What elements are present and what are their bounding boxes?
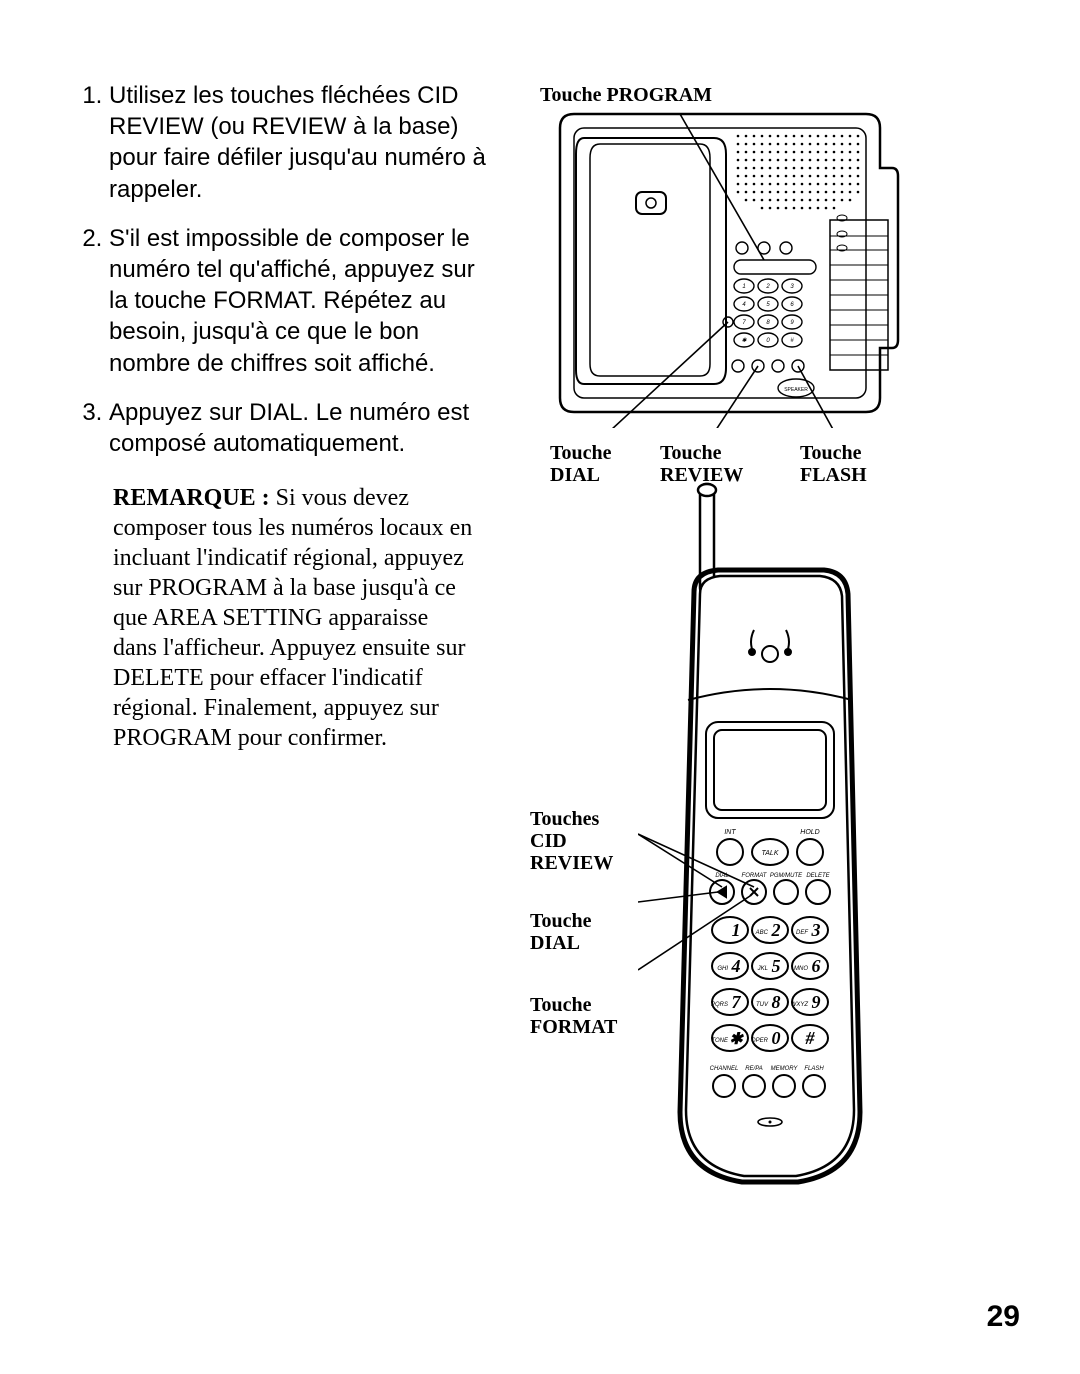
caption-hs-format-b: FORMAT xyxy=(530,1016,617,1038)
caption-hs-dial-b: DIAL xyxy=(530,932,580,954)
handset-illustration: INT TALK HOLD DIAL FORMAT PGM/MUTE DELET… xyxy=(638,482,898,1202)
svg-text:FLASH: FLASH xyxy=(804,1066,824,1072)
step-1: Utilisez les touches fléchées CID REVIEW… xyxy=(109,80,495,205)
svg-text:1: 1 xyxy=(742,284,745,290)
caption-cid-a: Touches xyxy=(530,808,599,830)
svg-text:TALK: TALK xyxy=(762,850,779,857)
svg-text:ABC: ABC xyxy=(755,930,769,936)
svg-text:DELETE: DELETE xyxy=(806,873,830,879)
svg-text:2: 2 xyxy=(771,920,781,940)
remark-lead: REMARQUE : xyxy=(113,485,270,511)
caption-base-review-a: Touche xyxy=(660,442,722,464)
svg-text:5: 5 xyxy=(772,956,781,976)
svg-text:PGM/MUTE: PGM/MUTE xyxy=(770,873,803,879)
text-column: Utilisez les touches fléchées CID REVIEW… xyxy=(85,80,495,753)
caption-base-dial-a: Touche xyxy=(550,442,612,464)
svg-text:PQRS: PQRS xyxy=(711,1002,728,1008)
svg-text:CHANNEL: CHANNEL xyxy=(710,1066,739,1072)
caption-hs-format-a: Touche xyxy=(530,994,592,1016)
page-number: 29 xyxy=(987,1300,1020,1334)
svg-text:7: 7 xyxy=(732,992,742,1012)
svg-text:4: 4 xyxy=(731,956,741,976)
step-2: S'il est impossible de composer le numér… xyxy=(109,223,495,379)
caption-program: Touche PROGRAM xyxy=(540,84,712,106)
page: Utilisez les touches fléchées CID REVIEW… xyxy=(0,0,1080,1374)
svg-text:DEF: DEF xyxy=(796,930,808,936)
remark-block: REMARQUE : Si vous devez composer tous l… xyxy=(113,483,475,753)
caption-cid-b: CID xyxy=(530,830,567,852)
svg-text:GHI: GHI xyxy=(717,966,728,972)
base-speaker-label: SPEAKER xyxy=(784,387,808,393)
svg-text:HOLD: HOLD xyxy=(800,829,819,836)
base-unit-illustration: SPEAKER 123 456 789 ✱0# xyxy=(540,108,900,428)
svg-text:9: 9 xyxy=(812,992,821,1012)
svg-text:0: 0 xyxy=(772,1028,781,1048)
svg-text:JKL: JKL xyxy=(757,966,768,972)
svg-text:TUV: TUV xyxy=(756,1002,769,1008)
svg-text:MNO: MNO xyxy=(794,966,808,972)
remark-body: Si vous devez composer tous les numéros … xyxy=(113,485,472,751)
svg-text:MEMORY: MEMORY xyxy=(771,1066,799,1072)
svg-text:#: # xyxy=(805,1028,816,1048)
svg-text:3: 3 xyxy=(811,920,821,940)
svg-text:1: 1 xyxy=(732,920,741,940)
caption-base-flash-a: Touche xyxy=(800,442,862,464)
caption-cid-c: REVIEW xyxy=(530,852,613,874)
svg-text:2: 2 xyxy=(765,284,770,290)
steps-list: Utilisez les touches fléchées CID REVIEW… xyxy=(85,80,495,459)
svg-text:WXYZ: WXYZ xyxy=(791,1002,809,1008)
svg-text:FORMAT: FORMAT xyxy=(742,873,768,879)
svg-text:INT: INT xyxy=(724,829,736,836)
step-3: Appuyez sur DIAL. Le numéro est composé … xyxy=(109,397,495,459)
svg-text:6: 6 xyxy=(812,956,821,976)
svg-text:RE/PA: RE/PA xyxy=(745,1066,763,1072)
caption-hs-dial-a: Touche xyxy=(530,910,592,932)
svg-text:8: 8 xyxy=(772,992,781,1012)
svg-text:OPER: OPER xyxy=(751,1038,769,1044)
svg-text:TONE: TONE xyxy=(711,1038,729,1044)
caption-base-dial-b: DIAL xyxy=(550,464,600,486)
svg-text:✱: ✱ xyxy=(729,1031,744,1048)
